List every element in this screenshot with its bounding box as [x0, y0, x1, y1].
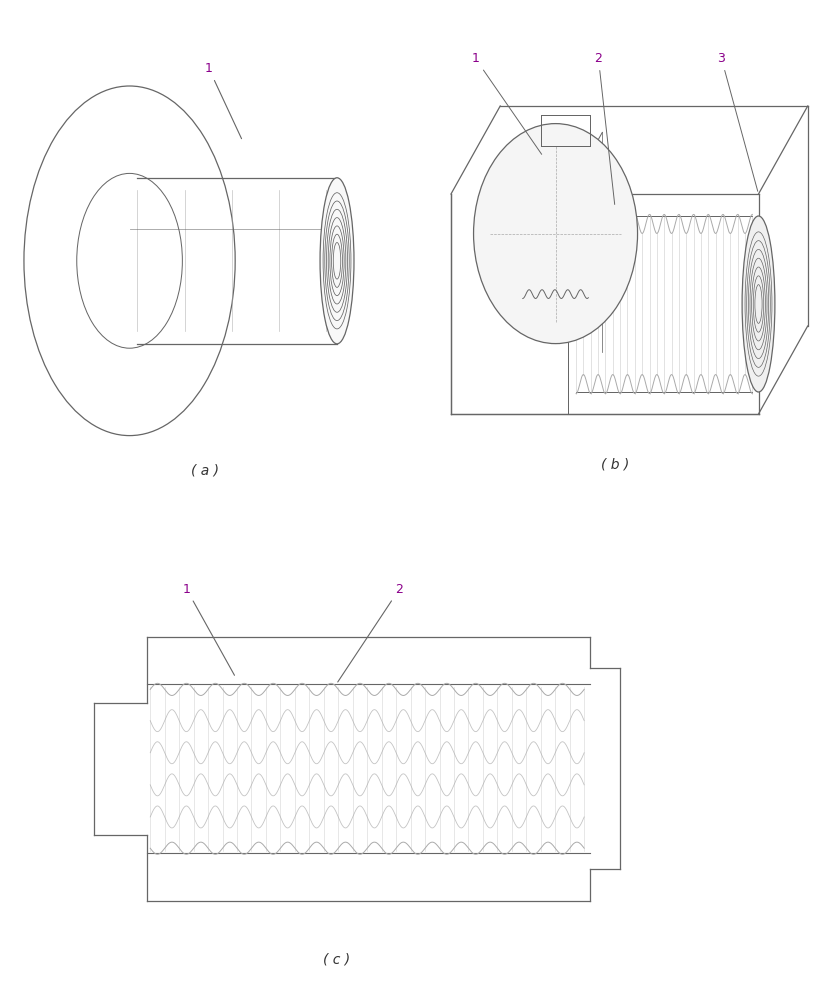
Ellipse shape — [473, 124, 637, 344]
Text: 3: 3 — [717, 52, 757, 191]
Text: ( a ): ( a ) — [191, 463, 219, 477]
Text: 2: 2 — [337, 583, 403, 682]
Ellipse shape — [741, 216, 774, 392]
Text: 1: 1 — [205, 62, 242, 139]
Text: 2: 2 — [594, 52, 614, 204]
Text: 1: 1 — [183, 583, 234, 675]
Text: 1: 1 — [471, 52, 541, 154]
Text: ( b ): ( b ) — [600, 457, 628, 471]
Ellipse shape — [319, 178, 354, 344]
Text: ( c ): ( c ) — [322, 953, 350, 967]
